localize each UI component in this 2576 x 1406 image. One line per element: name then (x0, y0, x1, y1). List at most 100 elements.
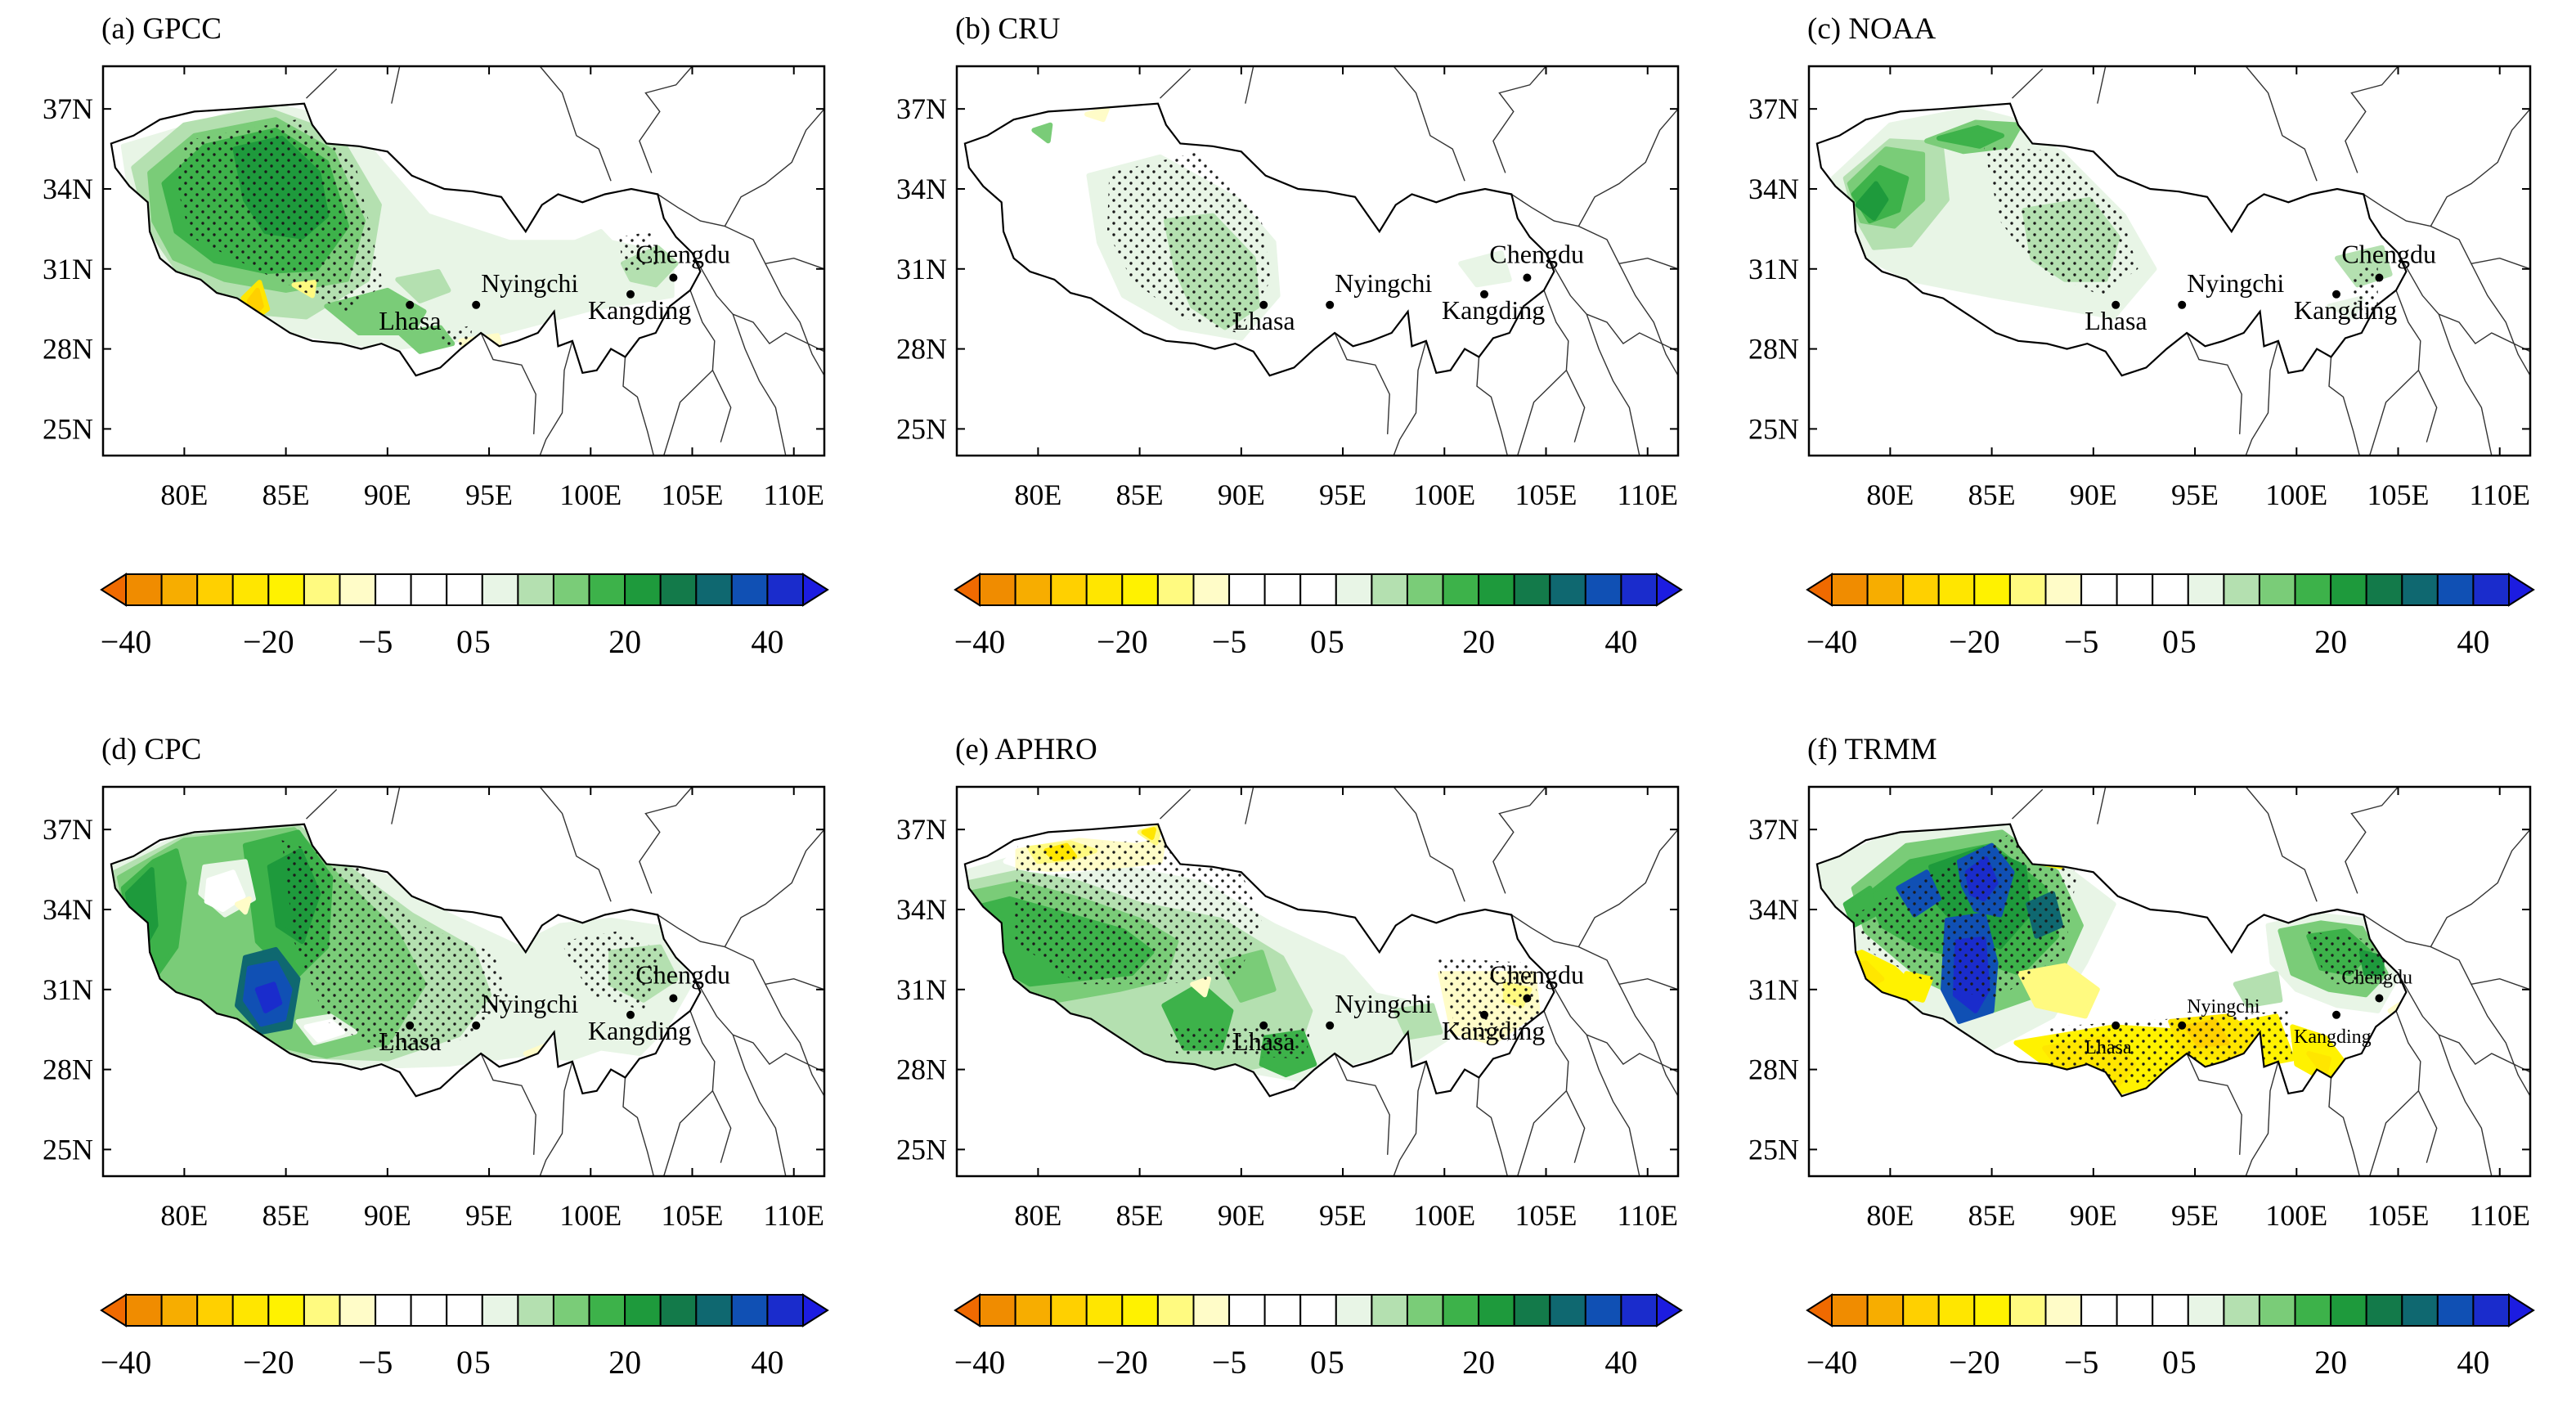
colorbar-bin (979, 573, 1016, 606)
colorbar-bin (1973, 1294, 2011, 1327)
contour-region (1936, 125, 2004, 149)
significance-stipple (2353, 263, 2378, 317)
colorbar-bin (1192, 573, 1231, 606)
plateau-outline (963, 102, 1555, 377)
lon-tick-label: 105E (2367, 478, 2430, 511)
colorbar-right-arrow (802, 1293, 829, 1327)
colorbar-bin (1299, 1294, 1337, 1327)
colorbar-bin (2080, 573, 2118, 606)
colorbar-tick-label: 0 (456, 623, 473, 660)
colorbar-bin (303, 573, 341, 606)
panel-f: (f) TRMM Lhasa Nyingchi Kangding Chengdu 37N 3… (1748, 733, 2535, 1381)
lat-tick-label: 34N (896, 173, 947, 205)
colorbar-tick-label: 0 (1310, 623, 1326, 660)
colorbar-tick-label: 5 (1328, 1344, 1344, 1381)
city-dot-chengdu (2375, 273, 2384, 282)
boundary-lines (1160, 65, 1679, 456)
city-label-chengdu: Chengdu (1489, 960, 1584, 990)
city-dot-kangding (626, 290, 635, 299)
colorbar-bin (2365, 573, 2403, 606)
colorbar-bin (2258, 1294, 2296, 1327)
lon-tick-label: 105E (662, 478, 724, 511)
lon-tick-label: 85E (1116, 478, 1164, 511)
lon-tick-label: 105E (1515, 1199, 1577, 1232)
colorbar-tick-label: 0 (2162, 623, 2179, 660)
lon-tick-label: 95E (465, 1199, 513, 1232)
colorbar-bin (267, 1294, 305, 1327)
contour-region (204, 869, 246, 912)
plateau-outline (110, 823, 702, 1098)
colorbar-tick-label: −40 (954, 623, 1006, 660)
lon-tick-label: 80E (1014, 478, 1061, 511)
colorbar-bin (1014, 1294, 1052, 1327)
contour-region (2233, 971, 2283, 1008)
boundary-lines (1160, 786, 1679, 1177)
colorbar-tick-label: 20 (1462, 1344, 1495, 1381)
colorbar-bin (659, 1294, 698, 1327)
colorbar-right-arrow (2508, 573, 2535, 607)
colorbar-tick-label: 5 (2180, 623, 2197, 660)
city-dot-chengdu (1523, 273, 1532, 282)
map-frame (101, 785, 826, 1178)
lat-tick-label: 37N (896, 92, 947, 125)
colorbar-bin (2044, 573, 2083, 606)
colorbar-bin (766, 1294, 805, 1327)
colorbar-bin (481, 573, 519, 606)
colorbar-bin (730, 573, 769, 606)
colorbar-bin (2152, 1294, 2189, 1327)
significance-stipple (619, 231, 658, 275)
contour-region (1855, 181, 1889, 221)
lon-tick-label: 90E (364, 1199, 411, 1232)
colorbar-tick-label: −40 (101, 1344, 152, 1381)
colorbar-bin (2044, 1294, 2083, 1327)
boundary-lines (2012, 65, 2531, 456)
colorbar-bin (2294, 573, 2332, 606)
lon-tick-label: 95E (1319, 478, 1367, 511)
colorbar-bin (160, 573, 199, 606)
colorbar-tick-label: 40 (1604, 623, 1637, 660)
city-markers: Lhasa Nyingchi Kangding Chengdu (379, 960, 730, 1056)
lon-tick-label: 85E (1968, 478, 2016, 511)
colorbar-right-arrow (2508, 1293, 2535, 1327)
map-frame (955, 785, 1680, 1178)
colorbar-bin (446, 573, 483, 606)
colorbar-tick-label: −40 (1806, 1344, 1858, 1381)
colorbar-tick-label: −20 (1097, 1344, 1148, 1381)
colorbar-bin (1085, 1294, 1124, 1327)
lon-tick-label: 95E (465, 478, 513, 511)
lat-tick-label: 25N (896, 1133, 947, 1166)
colorbar-left-arrow (1806, 573, 1833, 607)
lon-tick-label: 95E (2171, 1199, 2219, 1232)
city-dot-kangding (1480, 290, 1488, 299)
panel-title: (e) APHRO (955, 733, 1097, 766)
colorbar-bin (1478, 1294, 1515, 1327)
colorbar-bin (2116, 1294, 2154, 1327)
plateau-outline (963, 823, 1555, 1098)
colorbar-bin (1937, 573, 1976, 606)
colorbar-bin (1620, 1294, 1658, 1327)
colorbar-bin (2365, 1294, 2403, 1327)
colorbar-bin (2294, 1294, 2332, 1327)
lon-tick-label: 95E (1319, 1199, 1367, 1232)
lat-tick-label: 28N (43, 1053, 93, 1086)
lon-tick-label: 95E (2171, 478, 2219, 511)
lon-tick-label: 100E (1413, 478, 1475, 511)
contour-region (2306, 1051, 2331, 1078)
lat-tick-label: 37N (43, 92, 93, 125)
significance-stipple (1013, 840, 1262, 985)
colorbar-bin (659, 573, 698, 606)
colorbar-tick-label: −5 (1212, 1344, 1247, 1381)
colorbar-bin (160, 1294, 199, 1327)
colorbar-bin (267, 573, 305, 606)
city-markers: Lhasa Nyingchi Kangding Chengdu (2085, 968, 2412, 1058)
colorbar-tick-label: 20 (608, 623, 641, 660)
contour-region (395, 269, 451, 303)
city-dot-chengdu (1523, 994, 1532, 1003)
map-frame (1807, 65, 2532, 457)
map-frame (1807, 785, 2532, 1178)
panel-title: (a) GPCC (101, 12, 222, 46)
contour-region (303, 1018, 346, 1043)
city-dot-chengdu (2375, 994, 2384, 1003)
colorbar-bin (1156, 573, 1195, 606)
colorbar-bin (1442, 1294, 1480, 1327)
